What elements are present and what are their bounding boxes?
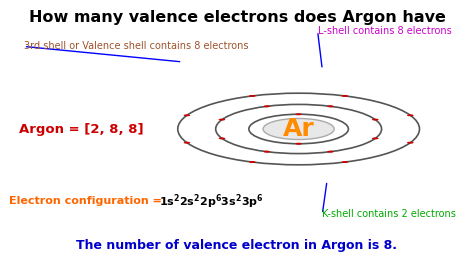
Ellipse shape bbox=[249, 95, 255, 97]
Ellipse shape bbox=[407, 114, 414, 116]
Ellipse shape bbox=[372, 138, 379, 139]
Ellipse shape bbox=[372, 119, 379, 120]
Ellipse shape bbox=[219, 138, 225, 139]
Ellipse shape bbox=[342, 161, 348, 163]
Text: 3rd shell or Valence shell contains 8 electrons: 3rd shell or Valence shell contains 8 el… bbox=[24, 42, 248, 51]
Ellipse shape bbox=[342, 95, 348, 97]
Text: Electron configuration =: Electron configuration = bbox=[9, 196, 166, 206]
Ellipse shape bbox=[183, 142, 190, 144]
Text: Ar: Ar bbox=[283, 117, 314, 141]
Ellipse shape bbox=[219, 119, 225, 120]
Text: How many valence electrons does Argon have: How many valence electrons does Argon ha… bbox=[28, 10, 446, 25]
Ellipse shape bbox=[183, 114, 190, 116]
Ellipse shape bbox=[407, 142, 414, 144]
Ellipse shape bbox=[295, 143, 302, 145]
Text: K-shell contains 2 electrons: K-shell contains 2 electrons bbox=[322, 209, 456, 219]
Ellipse shape bbox=[327, 151, 334, 153]
Text: Argon = [2, 8, 8]: Argon = [2, 8, 8] bbox=[19, 123, 144, 135]
Ellipse shape bbox=[264, 105, 270, 107]
Text: $\mathbf{1s^{2}2s^{2}2p^{6}3s^{2}3p^{6}}$: $\mathbf{1s^{2}2s^{2}2p^{6}3s^{2}3p^{6}}… bbox=[159, 192, 264, 211]
Ellipse shape bbox=[327, 105, 334, 107]
Text: The number of valence electron in Argon is 8.: The number of valence electron in Argon … bbox=[76, 239, 398, 252]
Text: L-shell contains 8 electrons: L-shell contains 8 electrons bbox=[318, 26, 451, 36]
Ellipse shape bbox=[295, 113, 302, 115]
Ellipse shape bbox=[249, 161, 255, 163]
Ellipse shape bbox=[264, 151, 270, 153]
Ellipse shape bbox=[263, 118, 334, 140]
